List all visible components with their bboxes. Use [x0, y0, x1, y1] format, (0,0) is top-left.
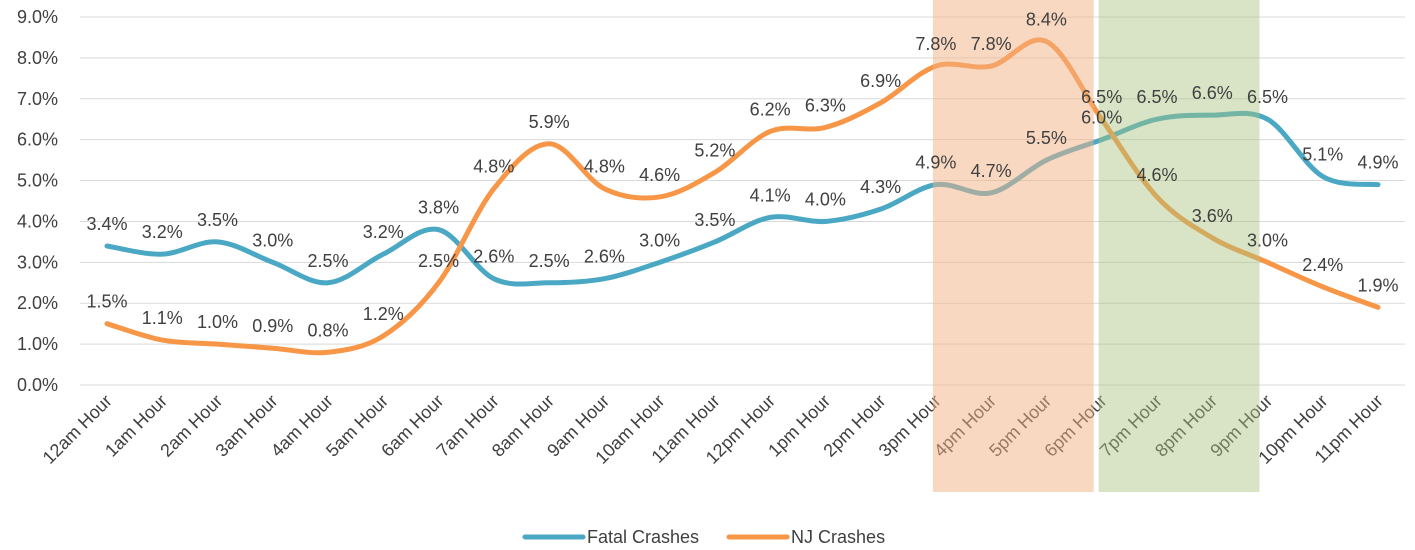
y-tick-label: 5.0% [17, 171, 58, 191]
y-tick-label: 1.0% [17, 334, 58, 354]
data-label: 3.8% [418, 198, 459, 218]
data-label: 3.6% [1192, 206, 1233, 226]
data-label: 4.0% [805, 189, 846, 209]
data-label: 4.7% [971, 161, 1012, 181]
y-tick-label: 2.0% [17, 293, 58, 313]
data-label: 4.6% [639, 165, 680, 185]
data-label: 1.2% [363, 304, 404, 324]
data-label: 3.2% [142, 222, 183, 242]
data-label: 0.9% [252, 316, 293, 336]
legend-label: NJ Crashes [791, 527, 885, 547]
data-label: 4.1% [750, 185, 791, 205]
data-label: 6.6% [1192, 83, 1233, 103]
data-label: 3.4% [86, 214, 127, 234]
data-label: 3.5% [197, 210, 238, 230]
highlight-band [932, 0, 1094, 492]
data-label: 6.2% [750, 99, 791, 119]
data-label: 5.5% [1026, 128, 1067, 148]
y-tick-label: 0.0% [17, 375, 58, 395]
data-label: 3.0% [1247, 230, 1288, 250]
data-label: 5.2% [694, 140, 735, 160]
data-label: 4.6% [1136, 165, 1177, 185]
data-label: 1.0% [197, 312, 238, 332]
data-label: 6.5% [1136, 87, 1177, 107]
data-label: 3.2% [363, 222, 404, 242]
data-label: 1.9% [1357, 275, 1398, 295]
y-tick-label: 3.0% [17, 252, 58, 272]
series-line [104, 110, 1381, 287]
data-label: 2.6% [473, 247, 514, 267]
data-label: 2.6% [584, 247, 625, 267]
data-label: 6.5% [1081, 87, 1122, 107]
data-label: 4.3% [860, 177, 901, 197]
data-label: 3.0% [639, 230, 680, 250]
data-label: 4.8% [473, 157, 514, 177]
data-label: 6.9% [860, 71, 901, 91]
y-tick-label: 7.0% [17, 89, 58, 109]
data-label: 4.8% [584, 157, 625, 177]
data-label: 3.0% [252, 230, 293, 250]
legend-item: Fatal Crashes [522, 527, 699, 547]
y-tick-label: 4.0% [17, 211, 58, 231]
data-label: 0.8% [308, 320, 349, 340]
data-label: 8.4% [1026, 10, 1067, 30]
data-label: 3.5% [694, 210, 735, 230]
data-label: 6.5% [1247, 87, 1288, 107]
y-tick-label: 9.0% [17, 7, 58, 27]
data-label: 5.1% [1302, 144, 1343, 164]
data-label: 6.3% [805, 95, 846, 115]
data-label: 2.5% [418, 251, 459, 271]
legend-item: NJ Crashes [726, 527, 885, 547]
series-line [104, 37, 1381, 356]
highlight-band [1098, 0, 1260, 492]
data-label: 2.5% [308, 251, 349, 271]
data-label: 1.1% [142, 308, 183, 328]
data-label: 2.5% [529, 251, 570, 271]
data-label: 7.8% [915, 34, 956, 54]
data-label: 4.9% [1357, 153, 1398, 173]
x-tick-label: 12am Hour [39, 391, 116, 468]
data-label: 4.9% [915, 153, 956, 173]
data-label: 5.9% [529, 112, 570, 132]
legend-label: Fatal Crashes [587, 527, 699, 547]
data-label: 2.4% [1302, 255, 1343, 275]
y-tick-label: 6.0% [17, 130, 58, 150]
data-label: 7.8% [971, 34, 1012, 54]
data-label: 1.5% [86, 292, 127, 312]
y-tick-label: 8.0% [17, 48, 58, 68]
data-label: 6.0% [1081, 108, 1122, 128]
